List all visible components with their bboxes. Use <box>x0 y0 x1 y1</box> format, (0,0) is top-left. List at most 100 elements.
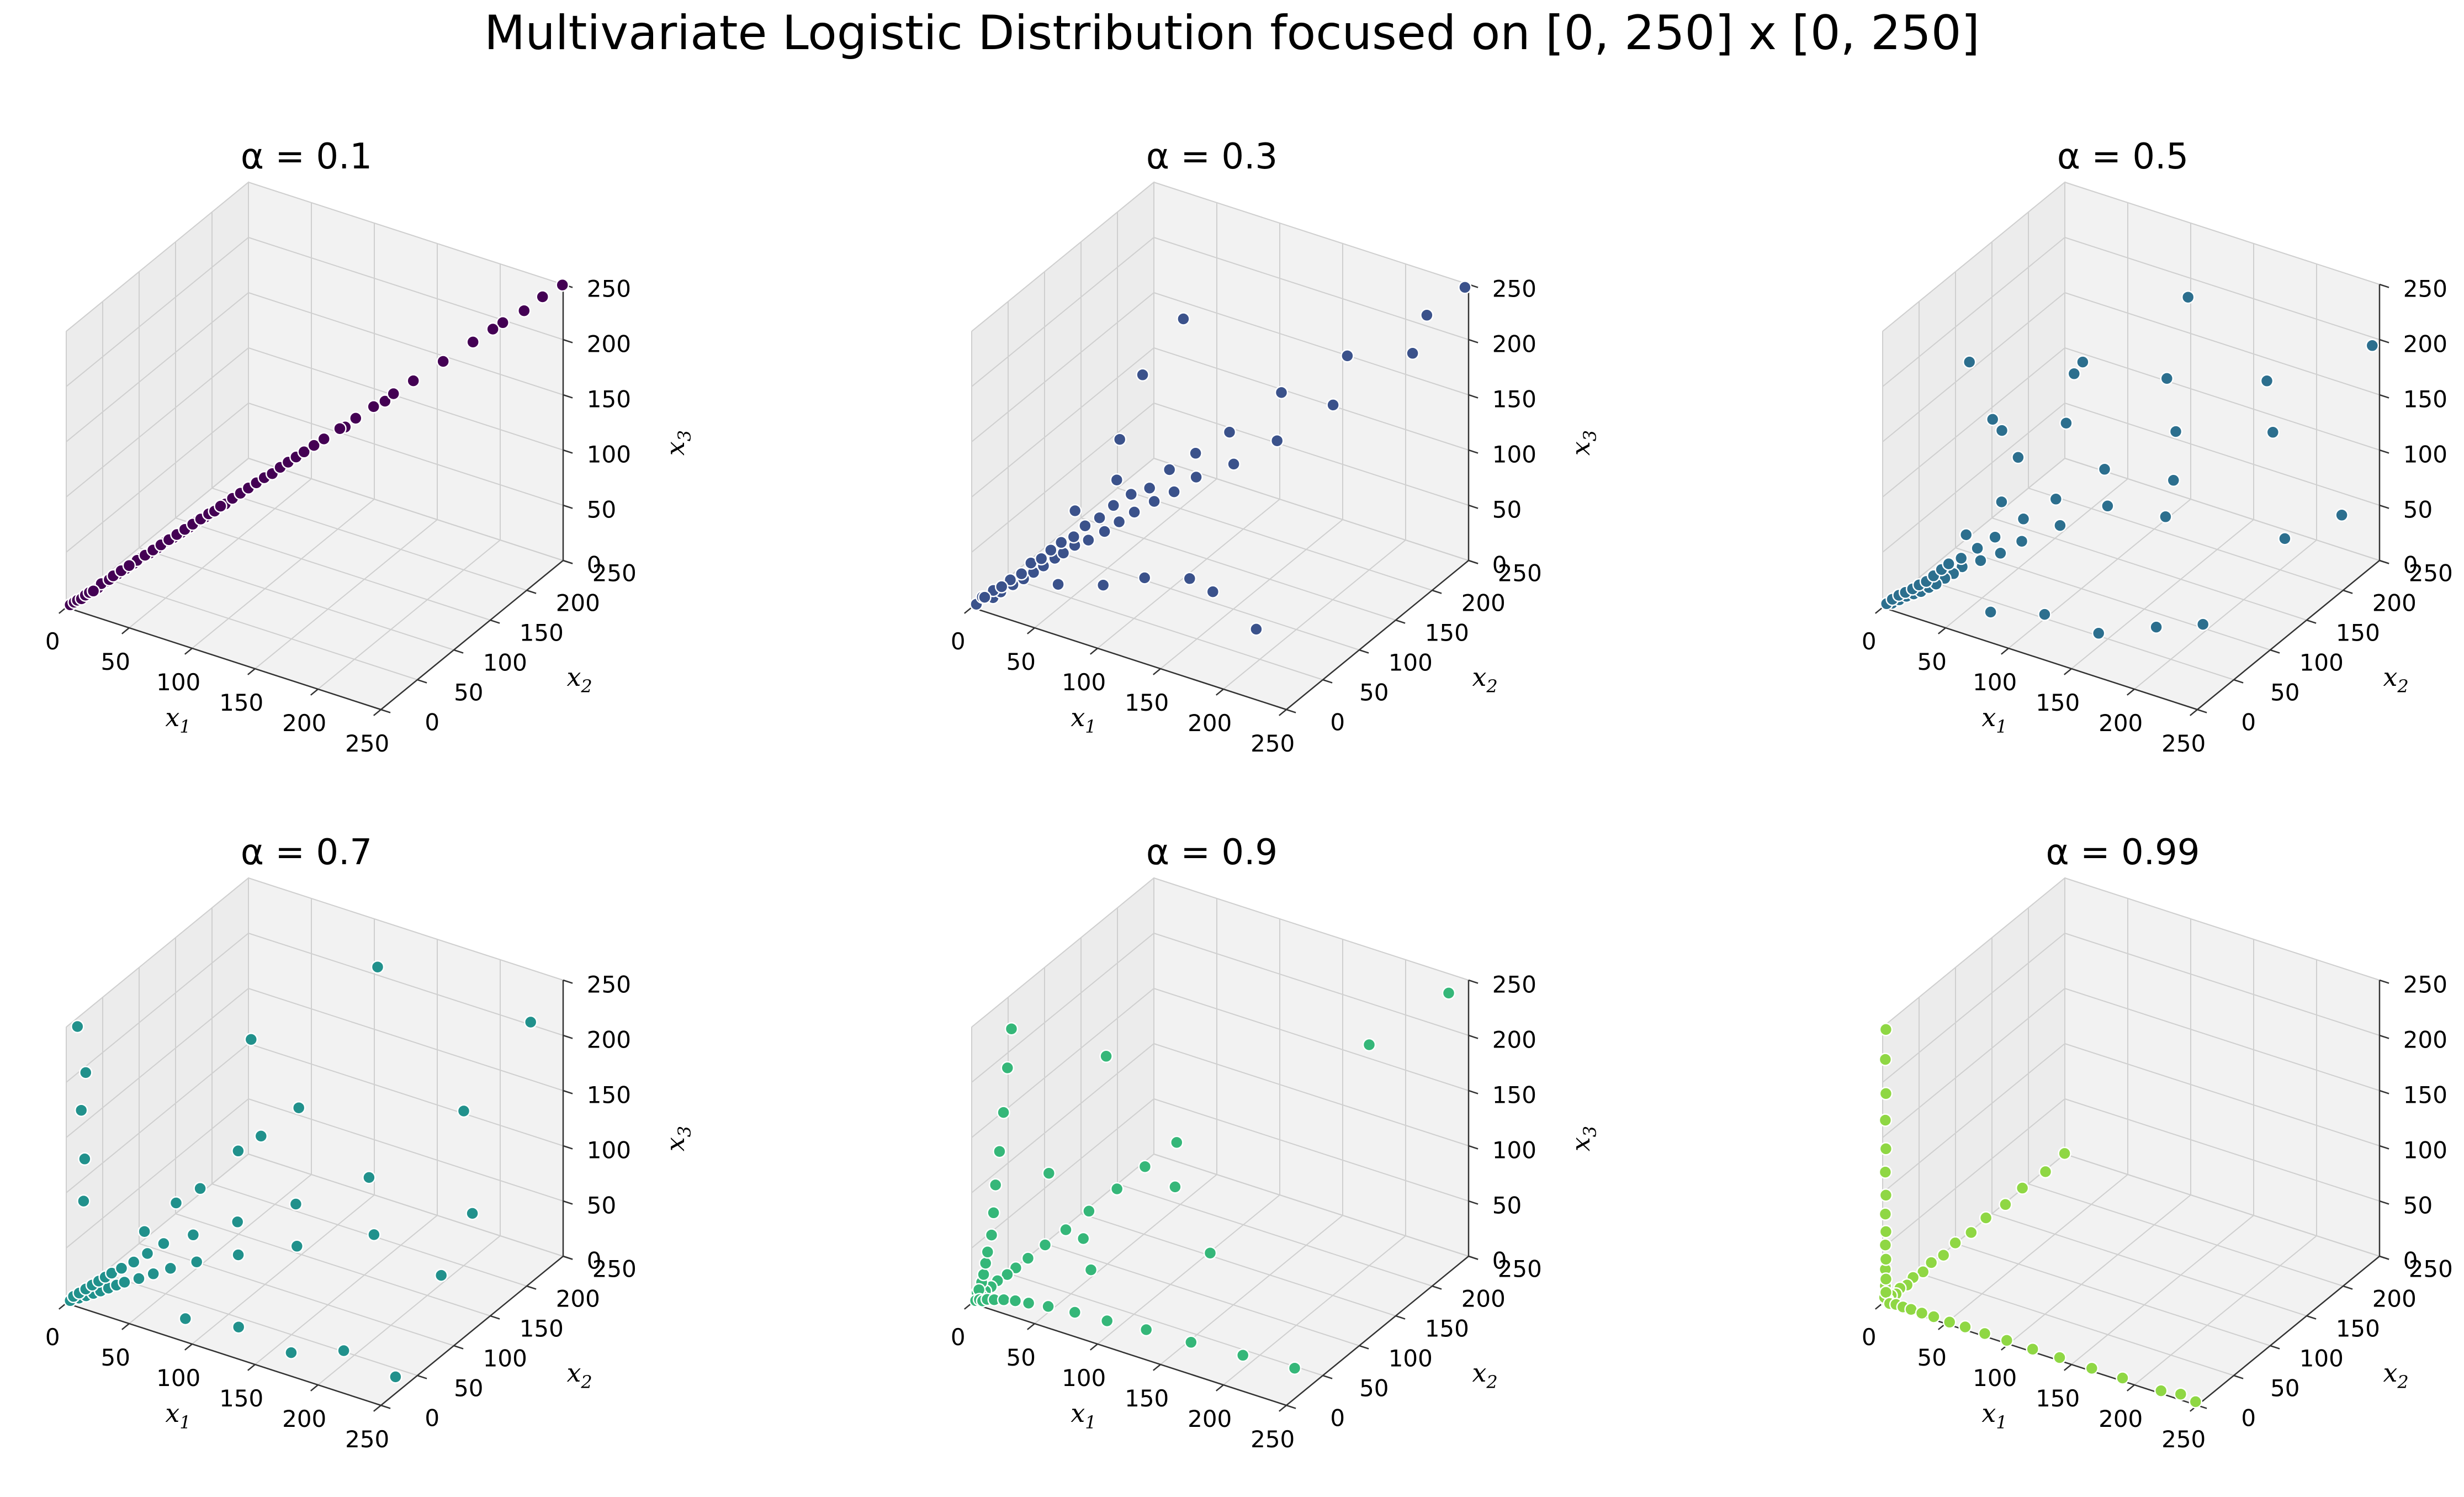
x1-tick-label: 100 <box>156 1364 200 1392</box>
x2-tick-label: 0 <box>2241 1404 2256 1431</box>
x2-tick-label: 200 <box>556 589 600 616</box>
data-point <box>297 445 311 459</box>
data-point <box>1879 1252 1893 1266</box>
data-point <box>1227 457 1241 471</box>
data-point <box>1978 1326 1992 1341</box>
data-point <box>1068 504 1082 518</box>
data-point <box>389 1370 402 1384</box>
data-point <box>536 290 549 304</box>
x1-tick-label: 200 <box>2099 1405 2143 1432</box>
data-point <box>1014 567 1029 581</box>
data-point <box>1974 553 1988 568</box>
x2-tick-label: 0 <box>1330 1404 1345 1431</box>
data-point <box>118 1275 131 1289</box>
x1-tick-label: 0 <box>1862 1324 1877 1351</box>
data-point <box>496 316 510 330</box>
data-point <box>289 1197 303 1211</box>
data-point <box>2278 532 2292 546</box>
data-point <box>2091 626 2106 641</box>
x1-tick-label: 150 <box>2036 689 2080 716</box>
figure-title: Multivariate Logistic Distribution focus… <box>484 6 1980 61</box>
x2-tick-label: 0 <box>1330 708 1345 736</box>
data-point <box>2149 620 2163 634</box>
data-point <box>349 411 363 425</box>
x1-tick-label: 100 <box>1062 1364 1106 1392</box>
data-point <box>1442 986 1456 1000</box>
data-point <box>1067 530 1081 544</box>
data-point <box>1915 1306 1929 1320</box>
x2-tick-label: 100 <box>1389 1345 1433 1372</box>
x3-axis-label: x3 <box>1566 430 1601 456</box>
x1-tick-label: 250 <box>345 730 389 757</box>
x1-tick-label: 0 <box>1862 628 1877 655</box>
x1-tick-label: 0 <box>951 1324 966 1351</box>
data-point <box>2196 617 2210 631</box>
data-point <box>1270 433 1284 448</box>
x3-tick-label: 250 <box>2403 275 2447 302</box>
data-point <box>1420 308 1434 322</box>
x1-tick-label: 250 <box>345 1426 389 1453</box>
x2-axis-line <box>2197 1256 2380 1406</box>
data-point <box>1112 515 1126 529</box>
data-point <box>2026 1342 2039 1356</box>
data-point <box>2016 512 2031 526</box>
x2-tick-label: 150 <box>2336 619 2380 646</box>
x2-tick-label: 0 <box>2241 708 2256 736</box>
x1-tick-label: 150 <box>219 689 263 716</box>
data-point <box>333 421 347 436</box>
x2-tick-label: 200 <box>1461 589 1506 616</box>
x1-axis-line <box>971 1302 1287 1406</box>
data-point <box>978 1256 993 1270</box>
data-point <box>230 1215 245 1229</box>
x1-axis-line <box>1882 606 2198 711</box>
data-point <box>1068 1305 1082 1319</box>
data-point <box>77 1194 91 1208</box>
data-point <box>2085 1361 2099 1376</box>
data-point <box>1003 573 1018 587</box>
panel-title: α = 0.7 <box>241 832 372 873</box>
x1-axis-line <box>66 606 381 711</box>
data-point <box>1954 551 1968 565</box>
data-points <box>1878 1023 2203 1409</box>
data-point <box>137 1224 151 1239</box>
data-point <box>1110 473 1124 487</box>
data-point <box>157 1236 171 1251</box>
data-point <box>2169 425 2183 438</box>
data-point <box>466 335 480 349</box>
scatter3d-panel-1: 0501001502002500501001502002500501001502… <box>45 136 695 757</box>
x3-tick-label: 0 <box>1492 1247 1507 1274</box>
data-point <box>997 1293 1011 1307</box>
data-point <box>1999 1198 2012 1212</box>
data-point <box>1995 495 2009 509</box>
x3-tick-label: 100 <box>587 441 631 468</box>
data-point <box>1054 536 1068 549</box>
data-point <box>231 1144 245 1158</box>
x1-tick-label: 200 <box>2099 710 2143 737</box>
data-point <box>1098 525 1111 538</box>
data-point <box>1112 432 1127 446</box>
data-point <box>2266 425 2280 440</box>
x2-axis-line <box>380 560 564 710</box>
x2-axis-label: x2 <box>1472 1358 1497 1393</box>
data-point <box>436 355 450 368</box>
x2-tick-label: 0 <box>425 708 439 736</box>
x3-tick-label: 250 <box>587 275 631 302</box>
data-point <box>1362 1038 1376 1052</box>
x3-tick-label: 150 <box>2403 385 2447 412</box>
data-point <box>1878 1052 1893 1066</box>
x1-tick-label: 50 <box>1006 648 1035 675</box>
data-point <box>1879 1023 1893 1036</box>
data-point <box>1984 605 1997 619</box>
data-point <box>1406 346 1419 361</box>
x2-tick-label: 200 <box>1461 1285 1506 1312</box>
data-point <box>146 1267 160 1281</box>
data-point <box>1878 1207 1893 1221</box>
x1-tick-label: 0 <box>45 628 60 655</box>
x1-tick-label: 150 <box>219 1385 263 1412</box>
panel-title: α = 0.9 <box>1146 832 1278 873</box>
x2-tick-label: 50 <box>454 679 483 706</box>
x1-tick-label: 150 <box>1125 689 1169 716</box>
data-point <box>86 584 100 598</box>
x3-tick-label: 150 <box>1492 385 1536 412</box>
x3-tick-label: 0 <box>1492 551 1507 578</box>
